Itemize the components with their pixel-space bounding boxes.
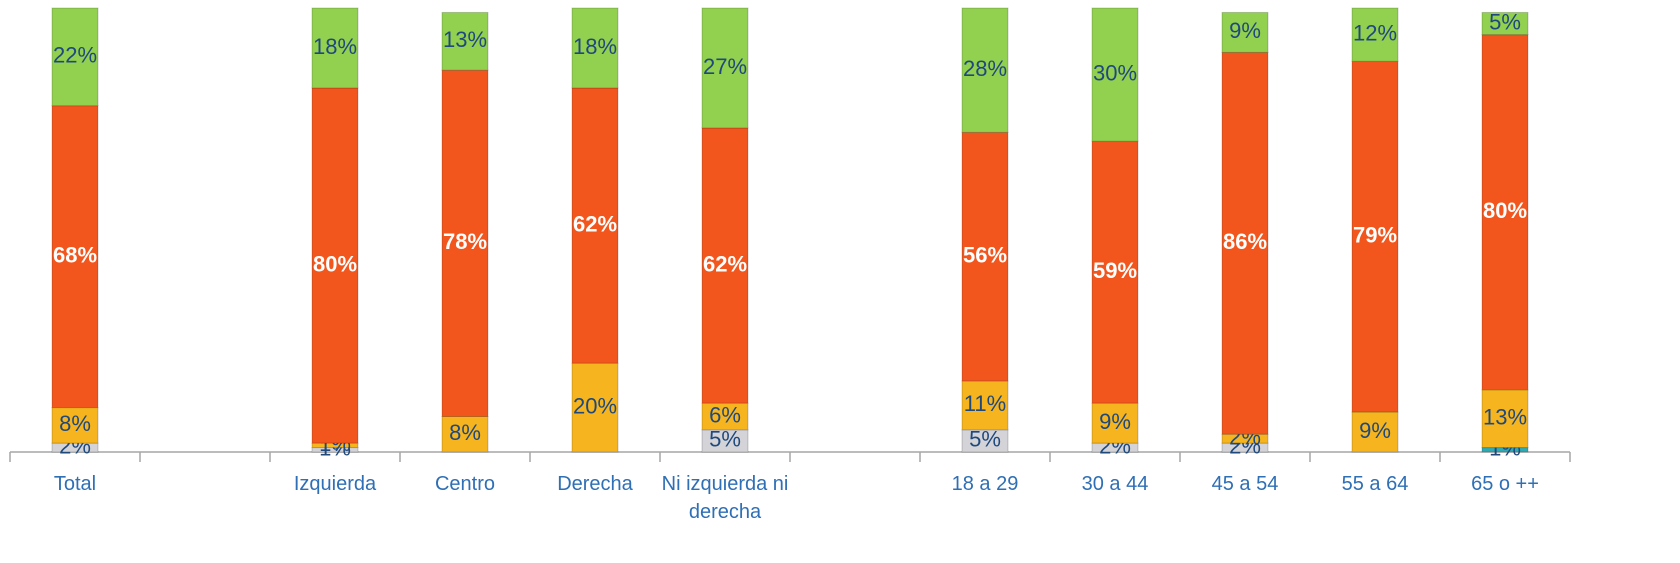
data-label: 62% [573,211,617,236]
data-label: 20% [573,393,617,418]
bar-segment [311,7,359,89]
data-label: 68% [53,242,97,267]
data-label: 28% [963,56,1007,81]
x-tick-label: Total [53,473,97,495]
bar-segment [1091,402,1139,444]
x-tick-label: 65 o ++ [1471,473,1539,495]
bar-segment [961,380,1009,431]
bar-segment [51,7,99,107]
bar-segment [571,7,619,89]
bar-segment [571,362,619,453]
data-label: 9% [1359,418,1391,443]
data-label: 8% [59,411,91,436]
data-label: 9% [1099,409,1131,434]
data-label: 13% [1483,405,1527,430]
bar-segment [961,131,1009,382]
data-label: 22% [53,43,97,68]
bar-segment [1091,7,1139,142]
data-label: 80% [313,251,357,276]
data-label: 9% [1229,18,1261,43]
bar-segment [441,415,489,453]
data-label: 18% [313,34,357,59]
data-label: 78% [443,229,487,254]
data-label: 30% [1093,60,1137,85]
data-label: 86% [1223,229,1267,254]
x-tick-label: 45 a 54 [1211,473,1279,495]
bar-segment [441,69,489,417]
data-label: 12% [1353,20,1397,45]
bar-segment [441,11,489,71]
x-tick-label: Ni izquierda ni derecha [661,473,789,523]
data-label: 79% [1353,222,1397,247]
bar-segment [51,105,99,409]
data-label: 5% [1489,9,1521,34]
data-label: 13% [443,27,487,52]
x-tick-label: 30 a 44 [1081,473,1149,495]
bar-segment [1351,411,1399,453]
bar-segment [1351,7,1399,62]
bar-segment [1221,11,1269,53]
bar-segment [51,407,99,444]
data-label: 11% [964,391,1006,416]
data-label: 80% [1483,198,1527,223]
bar-segment [1481,11,1529,36]
x-tick-label: Centro [434,473,496,495]
data-label: 62% [703,251,747,276]
x-tick-label: 55 a 64 [1341,473,1409,495]
x-tick-label: Derecha [557,473,633,495]
data-label: 18% [573,34,617,59]
bar-segment [701,7,749,129]
data-label: 5% [709,427,741,452]
data-label: 59% [1093,258,1137,283]
bar-segment [961,7,1009,133]
bar-segment [571,87,619,364]
bar-segment [1221,51,1269,435]
bar-segment [311,87,359,444]
data-label: 6% [709,402,741,427]
x-tick-label: 18 a 29 [951,473,1019,495]
bar-segment [701,127,749,404]
data-label: 5% [969,427,1001,452]
bar-segment [1091,140,1139,404]
bar-segment [1351,60,1399,413]
data-label: 56% [963,242,1007,267]
data-label: 27% [703,54,747,79]
x-tick-label: Izquierda [293,473,377,495]
data-label: 8% [449,420,481,445]
